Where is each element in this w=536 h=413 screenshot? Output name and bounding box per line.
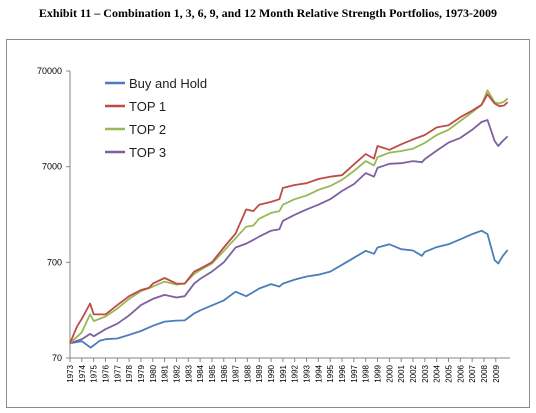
x-tick-label: 1991 [279, 364, 288, 382]
x-tick-label: 2006 [456, 364, 465, 382]
x-tick-label: 2000 [385, 364, 394, 382]
x-tick-label: 1979 [137, 364, 146, 382]
series-line-buy-and-hold [69, 229, 509, 349]
x-tick-label: 1995 [326, 364, 335, 382]
x-tick-label: 1981 [161, 364, 170, 382]
x-tick-label: 2008 [480, 364, 489, 382]
exhibit-title: Exhibit 11 – Combination 1, 3, 6, 9, and… [38, 6, 498, 20]
x-tick-label: 2002 [409, 364, 418, 382]
series-line-top-1 [69, 93, 509, 344]
x-tick-label: 2005 [444, 364, 453, 382]
y-tick-label: 70 [52, 353, 62, 363]
legend-label-buy-and-hold: Buy and Hold [129, 76, 207, 91]
x-tick-label: 1977 [113, 364, 122, 382]
series-line-top-3 [69, 119, 509, 345]
x-tick-label: 1994 [314, 364, 323, 382]
legend: Buy and Hold TOP 1 TOP 2 TOP 3 [105, 76, 207, 160]
x-tick-label: 1987 [232, 364, 241, 382]
x-tick-label: 1973 [66, 364, 75, 382]
x-tick-label: 1988 [243, 364, 252, 382]
x-tick-label: 1984 [196, 364, 205, 382]
legend-label-top-3: TOP 3 [129, 145, 166, 160]
x-tick-label: 1976 [101, 364, 110, 382]
legend-label-top-2: TOP 2 [129, 122, 166, 137]
x-tick-label: 1986 [220, 364, 229, 382]
legend-label-top-1: TOP 1 [129, 99, 166, 114]
x-tick-label: 1985 [208, 364, 217, 382]
x-tick-label: 1975 [90, 364, 99, 382]
x-tick-label: 1996 [338, 364, 347, 382]
y-tick-label: 70000 [37, 66, 62, 76]
x-tick-label: 2007 [468, 364, 477, 382]
y-tick-label: 7000 [42, 162, 62, 172]
x-tick-label: 2003 [421, 364, 430, 382]
x-tick-label: 1992 [291, 364, 300, 382]
x-tick-label: 2001 [397, 364, 406, 382]
x-tick-label: 1997 [350, 364, 359, 382]
x-tick-label: 1998 [362, 364, 371, 382]
x-tick-label: 2004 [433, 364, 442, 382]
x-tick-label: 1990 [267, 364, 276, 382]
x-tick-label: 2009 [492, 364, 501, 382]
y-tick-label: 700 [47, 257, 62, 267]
x-tick-label: 1974 [78, 364, 87, 382]
x-tick-label: 1993 [303, 364, 312, 382]
x-tick-label: 1980 [149, 364, 158, 382]
chart-frame: 70000 7000 700 70 1973 1974 1975 1976 1977 1978 19… [6, 39, 530, 408]
series-lines [69, 89, 509, 349]
x-tick-label: 1999 [374, 364, 383, 382]
x-tick-label: 1983 [184, 364, 193, 382]
x-tick-label: 1978 [125, 364, 134, 382]
x-tick-label: 1982 [172, 364, 181, 382]
x-tick-label: 1989 [255, 364, 264, 382]
